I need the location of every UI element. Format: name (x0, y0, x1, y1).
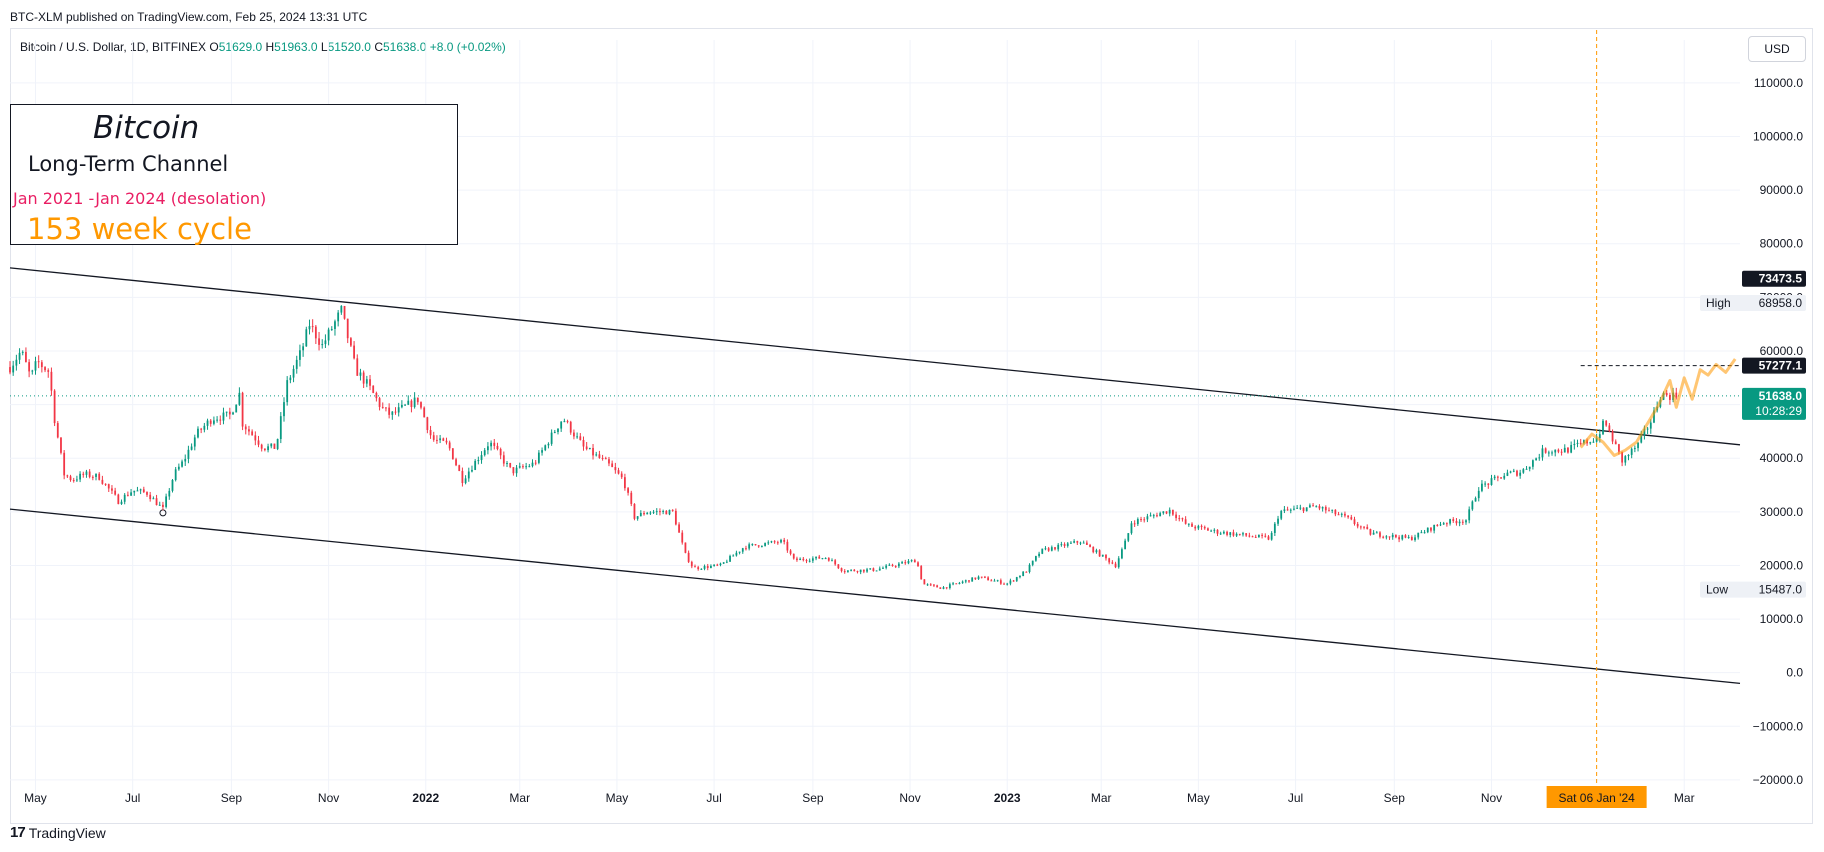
close-label: C (374, 40, 383, 54)
publish-info: BTC-XLM published on TradingView.com, Fe… (10, 10, 368, 24)
note-title: Bitcoin (93, 110, 200, 146)
open-label: O (209, 40, 219, 54)
annotation-box[interactable] (10, 104, 458, 245)
symbol-legend: Bitcoin / U.S. Dollar, 1D, BITFINEX O516… (20, 40, 506, 54)
brand-name: TradingView (28, 824, 106, 841)
tradingview-logo-icon: 17 (10, 824, 26, 841)
low-value: 51520.0 (327, 40, 371, 54)
note-cycle: 153 week cycle (27, 212, 252, 246)
footer-brand[interactable]: 17 TradingView (10, 824, 106, 841)
currency-button[interactable]: USD (1748, 36, 1806, 62)
open-value: 51629.0 (218, 40, 263, 54)
note-period: Jan 2021 -Jan 2024 (desolation) (13, 189, 267, 208)
high-value: 51963.0 (274, 40, 318, 54)
high-label: H (265, 40, 275, 54)
low-label: L (320, 40, 328, 54)
close-value: 51638.0 (382, 40, 427, 54)
change-value: +8.0 (+0.02%) (429, 40, 506, 54)
note-subtitle: Long-Term Channel (28, 152, 229, 176)
symbol-name[interactable]: Bitcoin / U.S. Dollar, 1D, BITFINEX (20, 40, 207, 54)
